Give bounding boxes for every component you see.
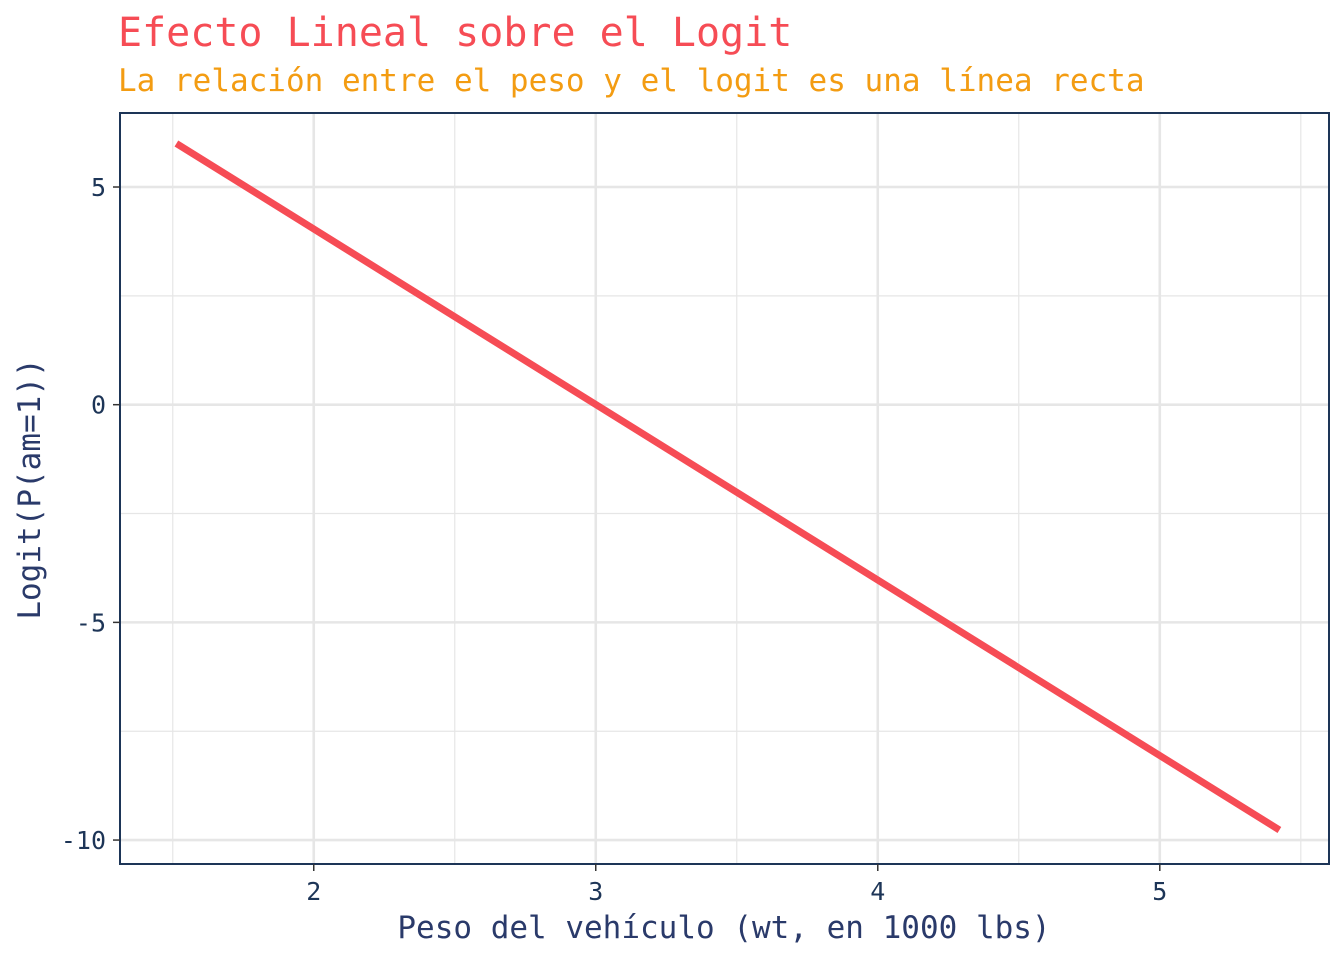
x-tick-label: 4 (870, 877, 885, 906)
y-axis-title: Logit(P(am=1)) (12, 358, 48, 619)
major-gridlines (120, 113, 1329, 864)
x-axis-title: Peso del vehículo (wt, en 1000 lbs) (397, 910, 1050, 946)
y-tick-label: 0 (91, 391, 106, 420)
chart-subtitle: La relación entre el peso y el logit es … (118, 63, 1145, 99)
y-tick-label: -10 (61, 826, 106, 855)
x-tick-label: 2 (306, 877, 321, 906)
plot-panel-border (119, 112, 1330, 865)
series-line (174, 140, 1282, 833)
x-tick-label: 3 (588, 877, 603, 906)
y-tick-label: 5 (91, 173, 106, 202)
minor-gridlines (120, 113, 1329, 864)
y-axis-ticks: 5 0 -5 -10 (61, 173, 120, 855)
x-axis-ticks: 2 3 4 5 (306, 864, 1167, 906)
y-tick-label: -5 (76, 608, 106, 637)
x-tick-label: 5 (1152, 877, 1167, 906)
series-layer (174, 140, 1282, 833)
chart-title: Efecto Lineal sobre el Logit (118, 10, 792, 56)
